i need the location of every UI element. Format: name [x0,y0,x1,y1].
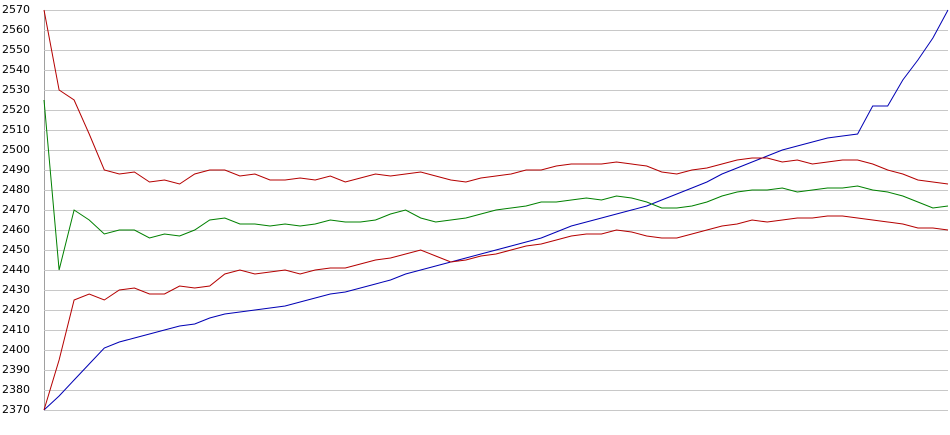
y-tick-label: 2530 [2,83,30,96]
y-tick-label: 2460 [2,223,30,236]
line-series [43,99,949,271]
y-tick-label: 2510 [2,123,30,136]
y-tick-label: 2420 [2,303,30,316]
y-tick-label: 2450 [2,243,30,256]
y-tick-label: 2500 [2,143,30,156]
y-tick-label: 2480 [2,183,30,196]
y-tick-label: 2440 [2,263,30,276]
line-series [43,9,949,185]
y-tick-label: 2470 [2,203,30,216]
y-tick-label: 2490 [2,163,30,176]
line-series [43,9,949,411]
y-tick-label: 2570 [2,3,30,16]
y-tick-label: 2370 [2,403,30,416]
y-tick-label: 2550 [2,43,30,56]
y-tick-label: 2390 [2,363,30,376]
y-tick-label: 2380 [2,383,30,396]
y-tick-label: 2560 [2,23,30,36]
y-tick-label: 2410 [2,323,30,336]
line-series [43,215,949,411]
y-tick-label: 2540 [2,63,30,76]
y-tick-label: 2520 [2,103,30,116]
y-tick-label: 2430 [2,283,30,296]
y-tick-label: 2400 [2,343,30,356]
